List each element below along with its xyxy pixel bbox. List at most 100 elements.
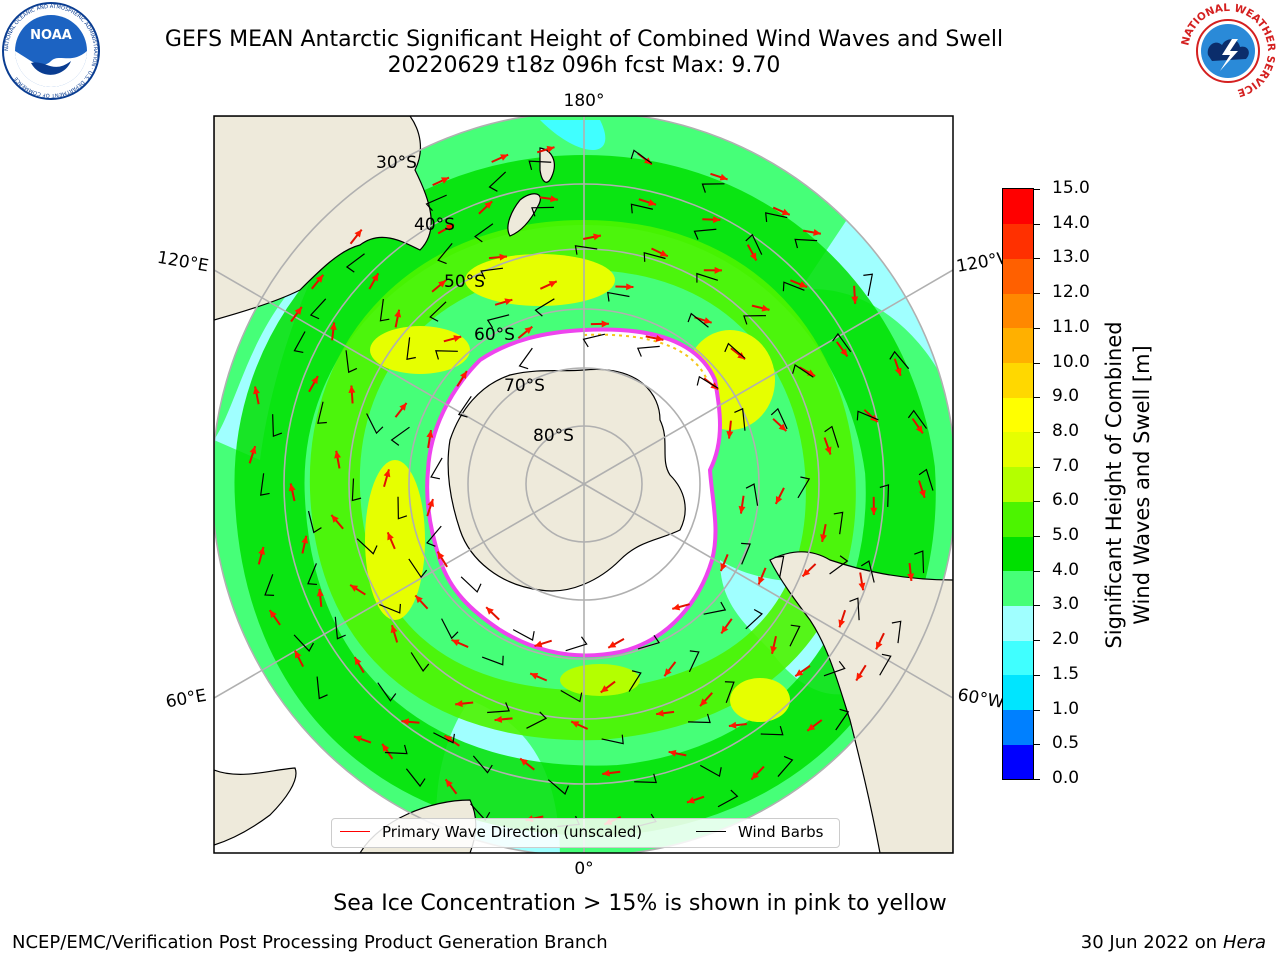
colorbar-tick	[1034, 431, 1040, 433]
wave-arrow-head	[775, 495, 783, 504]
wind-barb	[316, 676, 328, 700]
wave-arrow-head	[714, 266, 722, 274]
colorbar-tick	[1034, 605, 1040, 607]
wind-barb	[410, 652, 430, 672]
wave-arrow-head	[626, 283, 634, 291]
wave-arrow-head	[390, 625, 398, 634]
date-stamp: 30 Jun 2022 on Hera	[1081, 932, 1266, 953]
meridians	[214, 116, 953, 853]
wave-arrow-head	[813, 229, 821, 236]
wave-arrow-head	[795, 669, 804, 677]
legend-barb-label: Wind Barbs	[738, 823, 824, 841]
wave-arrow-head	[703, 317, 712, 324]
wave-arrow-head	[451, 639, 460, 646]
colorbar-segment	[1003, 536, 1033, 572]
colorbar-tick	[1034, 536, 1040, 538]
wave-arrow-head	[331, 515, 339, 523]
wave-arrow-head	[486, 607, 494, 615]
colorbar-tick	[1034, 744, 1040, 746]
wind-barb	[863, 273, 874, 296]
wave-arrow-head	[383, 469, 391, 478]
antarctica	[447, 368, 686, 592]
wave-arrow-head	[601, 320, 609, 328]
wind-barb	[534, 298, 555, 317]
legend-barb-swatch	[696, 831, 726, 832]
wind-barb	[457, 395, 472, 418]
lat-label-30s: 30°S	[376, 153, 417, 173]
wave-arrow-head	[294, 650, 302, 659]
wind-barb	[703, 601, 727, 615]
colorbar-tick	[1034, 779, 1040, 780]
wind-barb	[849, 597, 860, 621]
wave-arrow-head	[672, 603, 681, 611]
colorbar-segment	[1003, 605, 1033, 641]
lon-label-0: 0°	[574, 859, 593, 879]
colorbar-tick-label: 9.0	[1052, 386, 1080, 407]
wave-arrow-head	[751, 771, 759, 780]
wave-arrow-head	[546, 145, 555, 153]
wind-barb	[823, 660, 846, 677]
wave-arrow-head	[907, 573, 915, 581]
wave-arrow-head	[329, 322, 337, 331]
wave-arrow-head	[720, 563, 727, 572]
wind-barb	[688, 713, 711, 724]
wind-barb	[832, 332, 852, 353]
wind-barb	[835, 708, 850, 731]
wave-arrow-head	[721, 625, 729, 634]
lat-label-70s: 70°S	[504, 376, 545, 396]
wave-arrow-head	[548, 281, 557, 288]
colorbar-segment	[1003, 258, 1033, 294]
wind-barb	[743, 315, 766, 325]
wind-barb	[643, 252, 666, 262]
wind-barb	[745, 608, 763, 630]
wave-max	[560, 664, 640, 696]
wind-barb	[480, 267, 504, 280]
colorbar-tick-label: 2.0	[1052, 629, 1080, 650]
wind-barb	[696, 375, 719, 389]
wind-barb	[774, 555, 785, 578]
colorbar-tick	[1034, 293, 1040, 295]
wind-barb	[425, 194, 447, 212]
wind-barb	[390, 426, 410, 446]
wind-barb	[734, 407, 746, 431]
wave-arrow-head	[294, 307, 302, 315]
wave-arrow-head	[415, 595, 423, 604]
wind-barb	[406, 337, 416, 360]
colorbar-tick	[1034, 362, 1040, 364]
wind-barb	[317, 401, 327, 424]
wind-barb	[472, 755, 493, 774]
wind-barb	[607, 291, 630, 302]
colorbar-tick-label: 7.0	[1052, 455, 1080, 476]
wave-arrow-head	[315, 274, 324, 283]
wave-arrow-head	[838, 619, 846, 628]
wave-arrow-head	[656, 709, 664, 717]
wave-arrow-head	[258, 546, 265, 555]
wind-barb	[634, 773, 657, 784]
wave-arrow-head	[824, 446, 832, 455]
wave-arrow-head	[802, 568, 811, 577]
colorbar-segment	[1003, 674, 1033, 711]
wind-barb	[307, 563, 317, 586]
wind-barb	[307, 510, 322, 534]
wind-barb	[918, 468, 934, 491]
wind-barb	[687, 312, 709, 328]
wind-barb	[474, 223, 494, 243]
wave-arrow-head	[915, 425, 923, 434]
wind-barb	[408, 558, 428, 579]
wave-arrow-head	[387, 532, 394, 541]
wind-barb	[914, 550, 925, 574]
chart-subtitle: 20220629 t18z 096h fcst Max: 9.70	[387, 53, 781, 78]
wind-barb	[433, 732, 456, 744]
noaa-logo: NOAA NATIONAL OCEANIC AND ATMOSPHERIC AD…	[2, 2, 100, 100]
colorbar-segment	[1003, 570, 1033, 606]
wave-arrow-head	[444, 735, 453, 743]
wind-barb	[405, 768, 426, 788]
wave-arrow-head	[664, 668, 672, 677]
wave-arrow-head	[728, 721, 737, 729]
wave-arrow-head	[426, 430, 434, 438]
wave-arrow-head	[354, 229, 362, 238]
wave-arrow-head	[484, 201, 493, 209]
wind-barb	[426, 525, 442, 547]
wind-barb	[879, 484, 890, 507]
wind-barb	[717, 789, 739, 808]
